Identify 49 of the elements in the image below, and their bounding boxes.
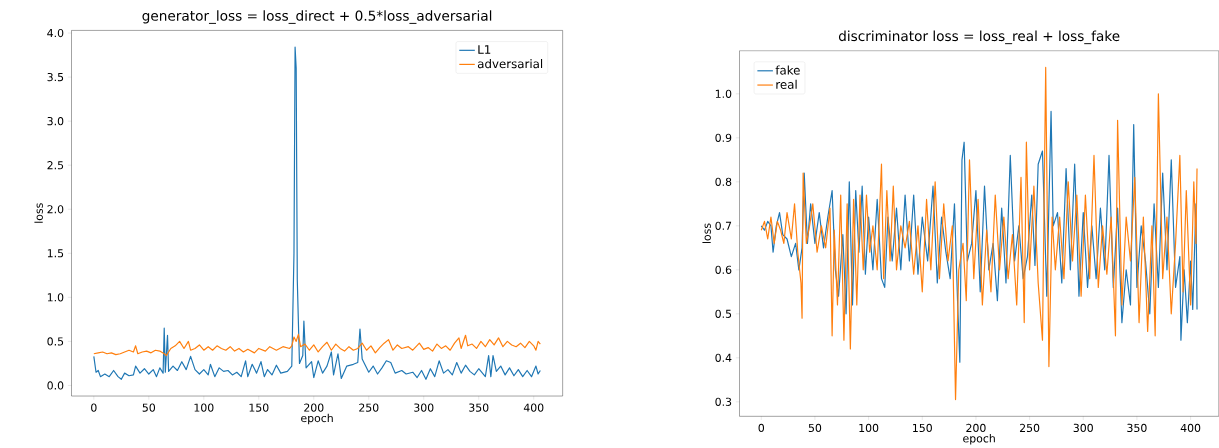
y-tick-label: 1.5 — [47, 249, 64, 258]
x-tick-label: 0 — [91, 403, 97, 412]
x-axis-title: epoch — [301, 413, 333, 425]
y-tick-label: 0.8 — [715, 177, 732, 186]
x-tick-label: 100 — [859, 423, 879, 432]
x-tick-label: 50 — [808, 423, 822, 432]
y-tick-label: 0.3 — [715, 397, 732, 406]
y-axis-title: loss — [34, 203, 43, 223]
y-tick-label: 0.6 — [715, 265, 732, 274]
y-tick-label: 0.4 — [715, 353, 732, 362]
x-tick-label: 100 — [194, 403, 214, 412]
y-tick-label: 0.5 — [715, 309, 732, 318]
legend-label: L1 — [478, 45, 491, 54]
y-tick-label: 1.0 — [47, 293, 64, 302]
line-series — [93, 333, 541, 356]
y-tick-label: 2.5 — [47, 160, 64, 170]
y-tick-label: 2.0 — [47, 205, 64, 214]
x-tick-label: 250 — [359, 403, 379, 412]
x-tick-label: 300 — [414, 403, 434, 412]
y-tick-label: 3.5 — [47, 72, 64, 82]
line-series — [760, 110, 1198, 363]
x-tick-label: 400 — [1180, 423, 1201, 432]
y-tick-label: 3.0 — [47, 116, 64, 126]
y-tick-label: 0.0 — [47, 381, 64, 390]
y-tick-label: 0.9 — [715, 133, 732, 142]
x-tick-label: 0 — [758, 423, 765, 432]
x-axis-title: epoch — [963, 433, 995, 445]
x-tick-label: 350 — [1127, 423, 1147, 432]
line-series — [93, 46, 541, 380]
x-tick-label: 350 — [469, 403, 489, 412]
chart-title: discriminator loss = loss_real + loss_fake — [838, 30, 1120, 45]
x-tick-label: 50 — [142, 403, 156, 412]
legend-label: fake — [775, 65, 800, 75]
x-tick-label: 300 — [1073, 423, 1093, 432]
y-axis-title: loss — [702, 223, 711, 243]
line-series — [760, 66, 1198, 401]
x-tick-label: 400 — [523, 403, 544, 412]
y-tick-label: 0.5 — [47, 337, 64, 346]
chart-title: generator_loss = loss_direct + 0.5*loss_adversarial — [142, 10, 492, 24]
x-tick-label: 200 — [304, 403, 324, 412]
x-tick-label: 150 — [249, 403, 269, 412]
legend-label: adversarial — [477, 58, 543, 69]
y-tick-label: 4.0 — [47, 28, 64, 38]
x-tick-label: 150 — [913, 423, 932, 432]
y-tick-label: 1.0 — [715, 89, 732, 98]
x-tick-label: 200 — [966, 423, 986, 432]
y-tick-label: 0.7 — [715, 221, 732, 230]
x-tick-label: 250 — [1019, 423, 1040, 432]
legend-label: real — [776, 79, 797, 89]
